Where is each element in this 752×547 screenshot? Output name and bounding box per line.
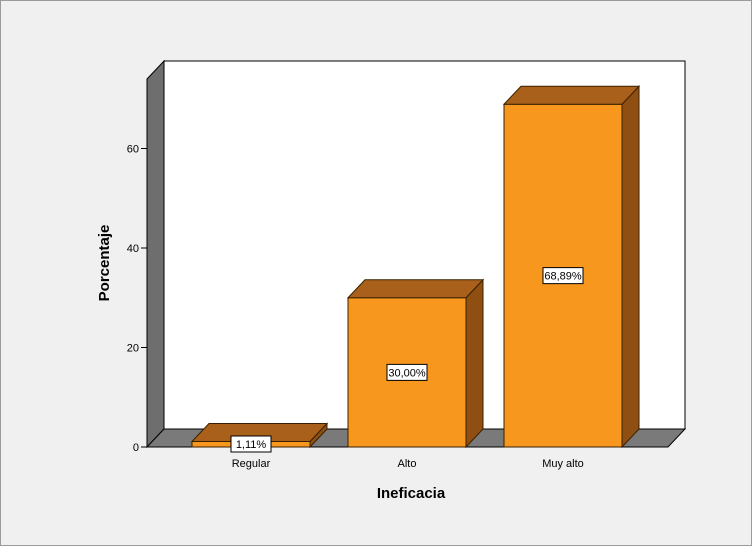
bar (346, 278, 485, 449)
labels-layer: Regular 1,11% Alto 30,00% Muy alto 68,89% (230, 267, 584, 470)
y-axis-title: Porcentaje (96, 225, 113, 302)
data-label: 1,11% (230, 435, 272, 453)
data-label-box (542, 267, 584, 285)
bar-top (346, 279, 485, 299)
x-tick-label: Regular (232, 458, 271, 470)
bar (502, 85, 641, 449)
y-tick-label: 20 (127, 343, 139, 355)
data-label: 30,00% (386, 363, 428, 381)
data-label: 68,89% (542, 267, 584, 285)
y-tick-label: 0 (133, 442, 139, 454)
bar-side (621, 85, 640, 449)
x-axis-title: Ineficacia (377, 485, 446, 502)
y-tick-label: 60 (127, 144, 139, 156)
plot-left-wall (146, 59, 165, 449)
y-tick-label: 40 (127, 243, 139, 255)
data-label-box (230, 435, 272, 453)
x-tick-label: Alto (398, 458, 417, 470)
x-tick-label: Muy alto (542, 458, 584, 470)
data-label-text: 68,89% (544, 271, 582, 283)
data-label-text: 30,00% (388, 367, 426, 379)
data-label-box (386, 363, 428, 381)
bar-side (465, 278, 484, 449)
bar-top (502, 85, 641, 105)
data-label-text: 1,11% (236, 439, 267, 451)
